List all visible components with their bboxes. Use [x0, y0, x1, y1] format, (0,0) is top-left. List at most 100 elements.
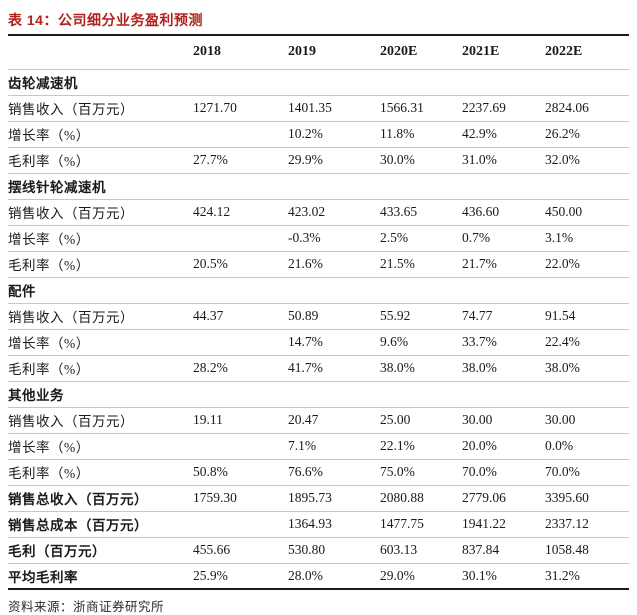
cell-value: 1271.70 [193, 95, 288, 122]
cell-value: 20.0% [462, 433, 545, 460]
row-label: 毛利率（%） [8, 355, 193, 382]
cell-value: 27.7% [193, 147, 288, 174]
cell-value: 20.47 [288, 407, 380, 434]
source-note: 资料来源：浙商证券研究所 [8, 600, 165, 614]
cell-value: 603.13 [380, 537, 462, 564]
cell-value [462, 381, 545, 408]
section-row: 齿轮减速机 [8, 69, 629, 96]
cell-value: 10.2% [288, 121, 380, 148]
row-label: 齿轮减速机 [8, 69, 193, 96]
cell-value: 837.84 [462, 537, 545, 564]
row-label: 销售收入（百万元） [8, 95, 193, 122]
cell-value: 38.0% [462, 355, 545, 382]
cell-value: 31.2% [545, 567, 580, 583]
row-label: 销售总成本（百万元） [8, 511, 193, 538]
cell-value [545, 381, 629, 408]
cell-value: 455.66 [193, 537, 288, 564]
cell-value [193, 433, 288, 460]
table-row: 增长率（%） -0.3% 2.5% 0.7% 3.1% [8, 225, 629, 252]
cell-value [193, 69, 288, 96]
cell-value: 70.0% [462, 459, 545, 486]
row-label: 销售收入（百万元） [8, 199, 193, 226]
table-row: 销售收入（百万元） 44.37 50.89 55.92 74.77 91.54 [8, 303, 629, 330]
cell-value [288, 381, 380, 408]
cell-value: 3395.60 [545, 485, 629, 512]
cell-value: 21.6% [288, 251, 380, 278]
cell-value: 433.65 [380, 199, 462, 226]
cell-value: 70.0% [545, 459, 629, 486]
table-row: 毛利率（%） 27.7% 29.9% 30.0% 31.0% 32.0% [8, 147, 629, 174]
column-header-2021e: 2021E [462, 35, 545, 70]
cell-value: 38.0% [545, 355, 629, 382]
cell-value [288, 69, 380, 96]
cell-value: 7.1% [288, 433, 380, 460]
cell-value: 2.5% [380, 225, 462, 252]
row-label: 增长率（%） [8, 225, 193, 252]
table-row: 增长率（%） 14.7% 9.6% 33.7% 22.4% [8, 329, 629, 356]
cell-value: 423.02 [288, 199, 380, 226]
cell-value [193, 329, 288, 356]
cell-value: 21.5% [380, 251, 462, 278]
row-label: 毛利率（%） [8, 459, 193, 486]
cell-value [545, 69, 629, 96]
table-row: 增长率（%） 7.1% 22.1% 20.0% 0.0% [8, 433, 629, 460]
cell-value: 2237.69 [462, 95, 545, 122]
header-row: 2018 2019 2020E 2021E 2022E [8, 35, 629, 70]
cell-value: 1058.48 [545, 537, 629, 564]
table-row: 销售收入（百万元） 1271.70 1401.35 1566.31 2237.69 282… [8, 95, 629, 122]
cell-value: 29.0% [380, 567, 415, 583]
cell-value: 1759.30 [193, 485, 288, 512]
cell-value [380, 69, 462, 96]
cell-value: 44.37 [193, 303, 288, 330]
table-row: 毛利率（%） 20.5% 21.6% 21.5% 21.7% 22.0% [8, 251, 629, 278]
cell-value: 30.00 [545, 407, 629, 434]
table-row: 销售总成本（百万元） 1364.93 1477.75 1941.22 2337.12 [8, 511, 629, 538]
table-body: 齿轮减速机 销售收入（百万元） 1271.70 1401.35 1566.31 2237.… [8, 69, 629, 589]
cell-value: 25.9% [193, 567, 228, 583]
cell-value: 1364.93 [288, 511, 380, 538]
table-row: 销售总收入（百万元） 1759.30 1895.73 2080.88 2779.06 33… [8, 485, 629, 512]
row-label: 毛利（百万元） [8, 537, 193, 564]
row-label: 销售收入（百万元） [8, 303, 193, 330]
cell-value: 2824.06 [545, 95, 629, 122]
cell-value [462, 173, 545, 200]
cell-value [193, 225, 288, 252]
cell-value: 450.00 [545, 199, 629, 226]
cell-value: 2080.88 [380, 485, 462, 512]
table-title: 表 14：公司细分业务盈利预测 [8, 12, 203, 28]
cell-value: 38.0% [380, 355, 462, 382]
column-header-2018: 2018 [193, 35, 288, 70]
cell-value: 22.0% [545, 251, 629, 278]
row-label: 增长率（%） [8, 329, 193, 356]
table-row: 平均毛利率 25.9% 28.0% 29.0% 30.1% 31.2% [8, 563, 629, 589]
cell-value [193, 511, 288, 538]
table-row: 毛利率（%） 28.2% 41.7% 38.0% 38.0% 38.0% [8, 355, 629, 382]
cell-value [545, 173, 629, 200]
table-row: 销售收入（百万元） 424.12 423.02 433.65 436.60 450.00 [8, 199, 629, 226]
cell-value: 19.11 [193, 407, 288, 434]
cell-value: 1895.73 [288, 485, 380, 512]
cell-value: 29.9% [288, 147, 380, 174]
cell-value: 41.7% [288, 355, 380, 382]
cell-value: 42.9% [462, 121, 545, 148]
cell-value: 31.0% [462, 147, 545, 174]
cell-value: -0.3% [288, 225, 380, 252]
cell-value: 22.1% [380, 433, 462, 460]
row-label: 增长率（%） [8, 121, 193, 148]
cell-value: 30.1% [462, 567, 497, 583]
cell-value: 424.12 [193, 199, 288, 226]
cell-value: 2779.06 [462, 485, 545, 512]
section-row: 其他业务 [8, 381, 629, 408]
row-label: 摆线针轮减速机 [8, 173, 193, 200]
cell-value: 26.2% [545, 121, 629, 148]
cell-value: 50.8% [193, 459, 288, 486]
row-label: 增长率（%） [8, 433, 193, 460]
cell-value: 21.7% [462, 251, 545, 278]
cell-value: 55.92 [380, 303, 462, 330]
cell-value: 50.89 [288, 303, 380, 330]
cell-value: 1401.35 [288, 95, 380, 122]
column-header-2020e: 2020E [380, 35, 462, 70]
cell-value [380, 277, 462, 304]
header-label-spacer [8, 35, 193, 70]
